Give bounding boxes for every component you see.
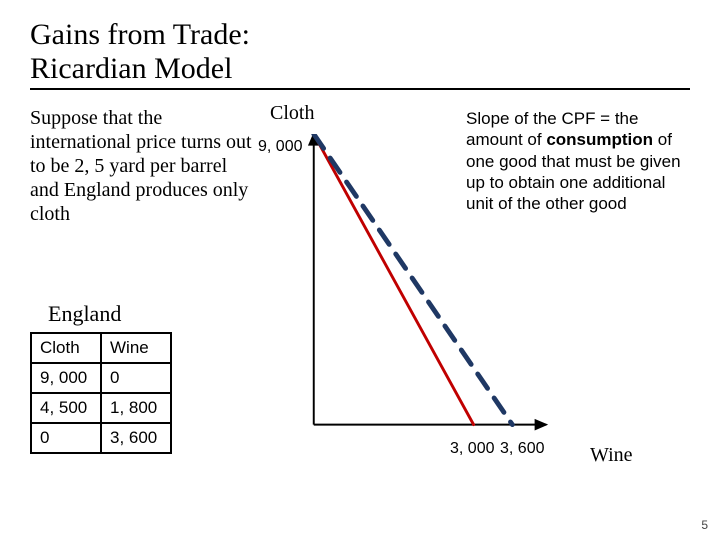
page-number: 5: [701, 518, 708, 532]
title-line-1: Gains from Trade:: [30, 18, 690, 52]
table-cell: 0: [101, 363, 171, 393]
england-heading: England: [48, 301, 121, 327]
title-line-2: Ricardian Model: [30, 52, 690, 86]
x-axis-arrow-icon: [535, 419, 549, 431]
table-cell: 3, 600: [101, 423, 171, 453]
table-cell: 1, 800: [101, 393, 171, 423]
col-header-wine: Wine: [101, 333, 171, 363]
y-tick-label: 9, 000: [258, 138, 302, 156]
production-table: Cloth Wine 9, 000 0 4, 500 1, 800 0 3, 6…: [30, 332, 172, 454]
table-cell: 9, 000: [31, 363, 101, 393]
x-tick-label-2: 3, 600: [500, 440, 544, 458]
ppf-line-red: [314, 134, 474, 425]
slope-annotation: Slope of the CPF = the amount of consump…: [466, 108, 696, 214]
x-axis-label: Wine: [590, 444, 633, 467]
col-header-cloth: Cloth: [31, 333, 101, 363]
table-row: 0 3, 600: [31, 423, 171, 453]
table-header-row: Cloth Wine: [31, 333, 171, 363]
title-underline: [30, 88, 690, 90]
x-tick-label-1: 3, 000: [450, 440, 494, 458]
content-area: Suppose that the international price tur…: [30, 96, 690, 516]
table-cell: 4, 500: [31, 393, 101, 423]
slide-title: Gains from Trade: Ricardian Model: [30, 18, 690, 90]
table-cell: 0: [31, 423, 101, 453]
table-row: 9, 000 0: [31, 363, 171, 393]
table-row: 4, 500 1, 800: [31, 393, 171, 423]
y-axis-label: Cloth: [270, 102, 314, 125]
body-paragraph: Suppose that the international price tur…: [30, 106, 260, 226]
